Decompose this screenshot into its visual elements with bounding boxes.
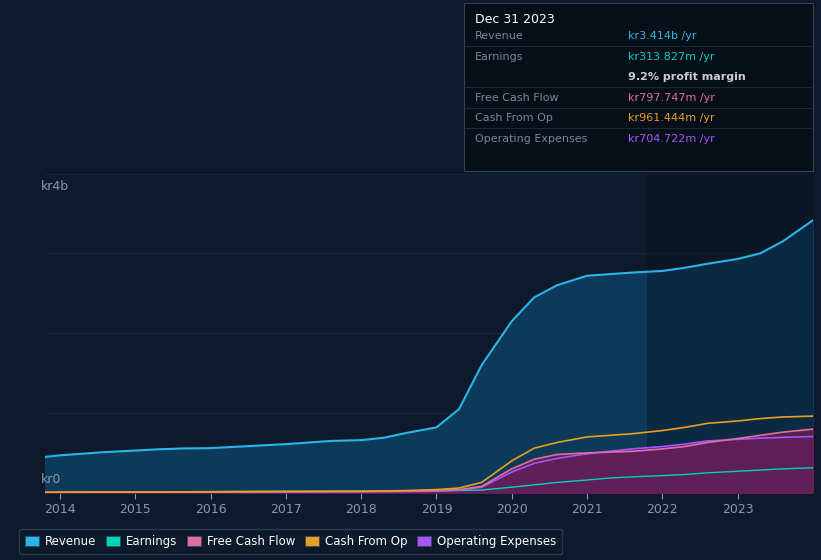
Text: kr313.827m /yr: kr313.827m /yr bbox=[628, 52, 714, 62]
Text: Operating Expenses: Operating Expenses bbox=[475, 133, 587, 143]
Text: kr704.722m /yr: kr704.722m /yr bbox=[628, 133, 715, 143]
Text: kr961.444m /yr: kr961.444m /yr bbox=[628, 113, 715, 123]
Text: 9.2% profit margin: 9.2% profit margin bbox=[628, 72, 745, 82]
Text: kr3.414b /yr: kr3.414b /yr bbox=[628, 31, 696, 41]
Legend: Revenue, Earnings, Free Cash Flow, Cash From Op, Operating Expenses: Revenue, Earnings, Free Cash Flow, Cash … bbox=[20, 529, 562, 554]
Text: Dec 31 2023: Dec 31 2023 bbox=[475, 13, 554, 26]
Text: Revenue: Revenue bbox=[475, 31, 523, 41]
Text: Free Cash Flow: Free Cash Flow bbox=[475, 93, 558, 102]
Text: Cash From Op: Cash From Op bbox=[475, 113, 553, 123]
Text: kr0: kr0 bbox=[41, 473, 62, 487]
Bar bbox=[647, 174, 813, 493]
Text: kr797.747m /yr: kr797.747m /yr bbox=[628, 93, 715, 102]
Text: kr4b: kr4b bbox=[41, 180, 70, 193]
Text: Earnings: Earnings bbox=[475, 52, 523, 62]
